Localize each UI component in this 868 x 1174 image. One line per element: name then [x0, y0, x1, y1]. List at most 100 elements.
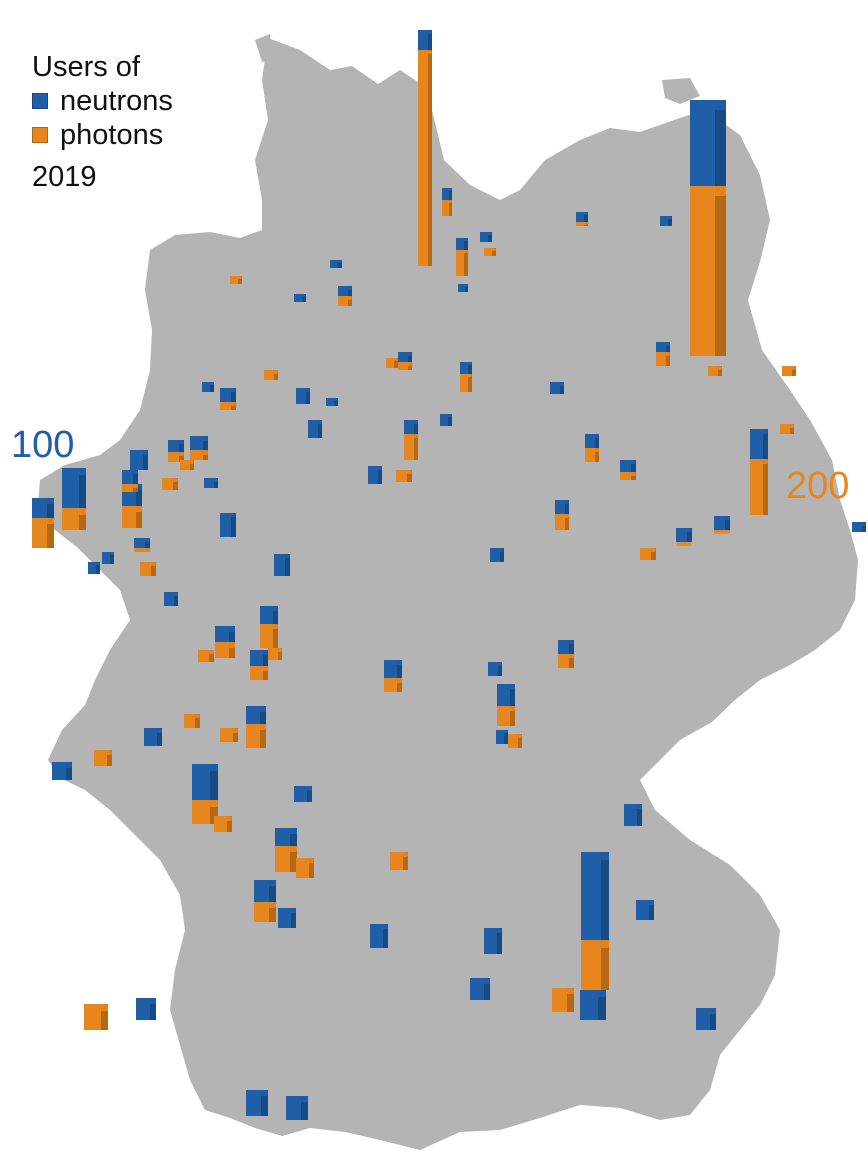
- photon-bar-side: [210, 800, 218, 824]
- neutron-bar-side: [498, 662, 502, 676]
- site-marker: [94, 750, 112, 766]
- site-marker: [690, 100, 726, 356]
- neutron-bar-side: [725, 516, 730, 530]
- neutrons-swatch: [32, 93, 48, 109]
- photon-bar-top: [676, 542, 692, 546]
- photon-bar-side: [227, 816, 232, 832]
- neutron-bar-front: [480, 232, 492, 242]
- neutron-bar-top: [404, 420, 418, 424]
- neutron-bar-top: [204, 478, 218, 482]
- neutron-bar-top: [550, 382, 564, 386]
- neutron-bar-top: [275, 828, 297, 834]
- site-marker: [52, 762, 72, 780]
- photon-bar-top: [84, 1004, 108, 1011]
- site-marker: [508, 734, 522, 748]
- photon-bar-top: [260, 624, 278, 629]
- neutron-bar-side: [500, 548, 504, 562]
- neutron-bar-side: [210, 382, 214, 392]
- photon-bar-side: [407, 470, 412, 482]
- photon-bar-side: [229, 642, 235, 658]
- photon-bar-side: [569, 654, 574, 668]
- neutron-bar-top: [190, 436, 208, 441]
- neutron-bar-front: [660, 216, 672, 226]
- photon-bar-side: [449, 200, 452, 216]
- photon-bar-top: [230, 276, 242, 279]
- legend-label-photons: photons: [60, 119, 164, 151]
- photon-bar-side: [595, 448, 599, 462]
- photon-bar-top: [780, 424, 794, 428]
- neutron-bar-top: [460, 362, 472, 365]
- site-marker: [278, 908, 296, 928]
- photon-bar-front: [230, 276, 242, 284]
- photon-bar-top: [168, 452, 184, 456]
- site-marker: [294, 294, 306, 302]
- site-marker: [192, 764, 218, 824]
- photon-bar-top: [192, 800, 218, 807]
- neutron-bar-side: [649, 900, 654, 920]
- neutron-bar-top: [370, 924, 388, 929]
- photon-bar-side: [278, 648, 282, 660]
- photon-bar-top: [484, 248, 496, 251]
- user-bars: [32, 30, 866, 1120]
- photon-bar-side: [666, 352, 670, 366]
- photon-bar-side: [290, 846, 297, 872]
- site-marker: [274, 554, 290, 576]
- photon-bar-side: [136, 506, 142, 528]
- photon-bar-top: [384, 678, 402, 683]
- neutron-bar-side: [510, 684, 515, 706]
- site-marker: [214, 816, 232, 832]
- neutron-bar-side: [301, 1096, 308, 1120]
- neutron-bar-top: [660, 216, 672, 219]
- site-marker: [144, 728, 162, 746]
- neutron-bar-top: [384, 660, 402, 665]
- neutron-bar-side: [763, 429, 768, 459]
- neutron-bar-top: [130, 450, 148, 455]
- neutron-bar-side: [285, 554, 290, 576]
- site-marker: [330, 260, 342, 268]
- north-frisian-coast: [255, 34, 272, 62]
- photon-bar-side: [428, 50, 432, 266]
- neutron-bar-side: [584, 212, 588, 222]
- neutron-bar-side: [269, 880, 276, 902]
- photon-bar-top: [184, 714, 200, 718]
- photon-bar-top: [456, 250, 468, 253]
- site-marker: [418, 30, 432, 266]
- photon-bar-side: [233, 728, 238, 742]
- site-marker: [555, 500, 569, 530]
- neutron-bar-top: [220, 513, 236, 517]
- neutron-bar-top: [368, 466, 382, 470]
- neutron-bar-side: [465, 284, 468, 292]
- photon-bar-top: [404, 434, 418, 438]
- neutron-bar-top: [440, 414, 452, 417]
- neutron-bar-side: [601, 852, 609, 940]
- site-marker: [442, 188, 452, 216]
- neutron-bar-top: [398, 352, 412, 356]
- neutron-bar-top: [585, 434, 599, 438]
- neutron-bar-side: [334, 398, 338, 406]
- neutron-bar-top: [246, 706, 266, 712]
- neutron-bar-top: [852, 522, 866, 526]
- neutron-bar-front: [202, 382, 214, 392]
- photon-bar-top: [581, 940, 609, 948]
- photon-bar-top: [418, 50, 432, 54]
- neutron-bar-side: [136, 484, 142, 506]
- site-marker: [456, 238, 468, 276]
- neutron-bar-side: [497, 928, 502, 954]
- photon-bar-side: [763, 459, 768, 515]
- photon-bar-side: [790, 424, 794, 434]
- neutron-bar-side: [96, 562, 100, 574]
- neutron-bar-top: [294, 294, 306, 297]
- site-marker: [708, 366, 722, 376]
- photon-bar-top: [460, 374, 472, 377]
- legend-year: 2019: [32, 161, 97, 193]
- site-marker: [696, 1008, 716, 1030]
- neutron-bar-top: [330, 260, 342, 263]
- site-marker: [558, 640, 574, 668]
- site-marker: [122, 470, 138, 492]
- neutron-bar-side: [203, 436, 208, 450]
- photon-bar-side: [101, 1004, 108, 1030]
- photon-bar-side: [151, 562, 156, 576]
- site-marker: [264, 370, 278, 380]
- photon-bar-top: [708, 366, 722, 370]
- neutron-bar-side: [484, 978, 490, 1000]
